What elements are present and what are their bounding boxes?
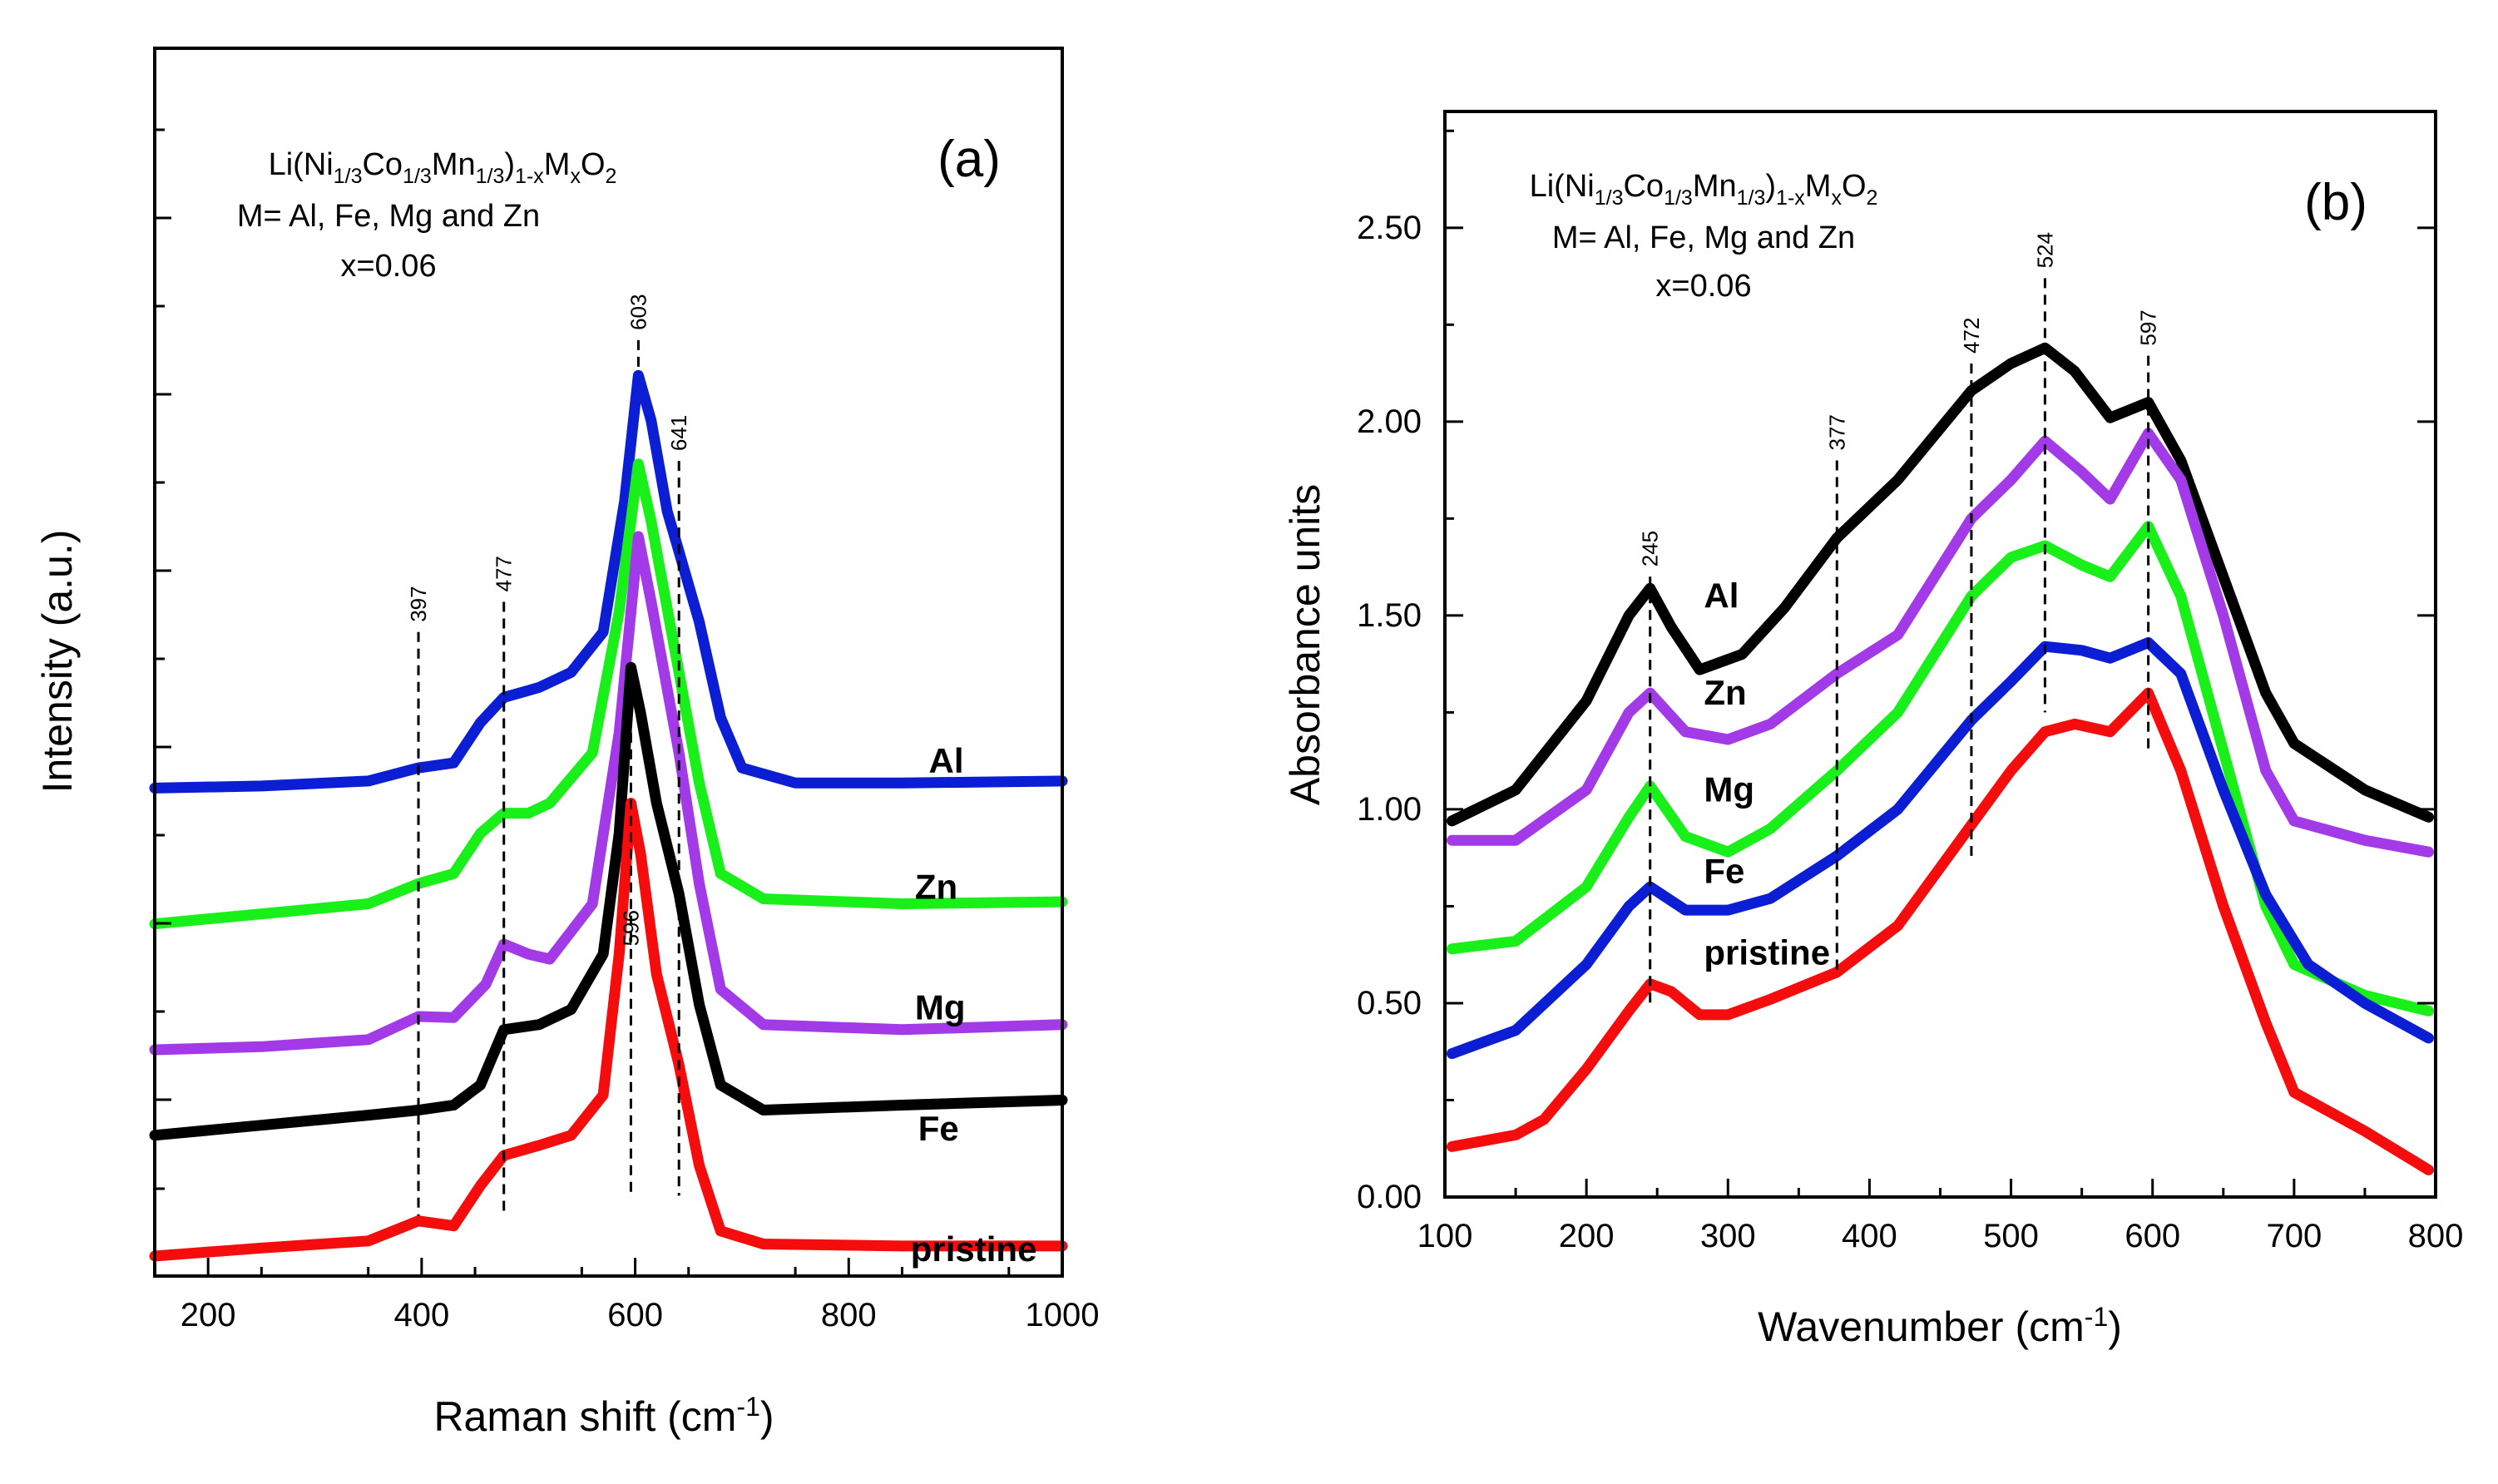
panel-b-y-tick-label-1: 0.50 — [1357, 985, 1422, 1021]
panel-b-x-tick-label-300: 300 — [1700, 1218, 1756, 1254]
panel-a-x-tick-label-600: 600 — [607, 1297, 663, 1333]
panel-b-series-label-fe: Fe — [1704, 851, 1744, 890]
panel-b-series-fe — [1447, 637, 2434, 1060]
panel-b-peak-label-377: 377 — [1824, 414, 1849, 450]
panel-a-peak-label-596: 596 — [618, 910, 643, 946]
panel-b-series-al — [1447, 342, 2434, 827]
panel-b-label: (b) — [2304, 174, 2367, 231]
panel-b-x-tick-label-400: 400 — [1842, 1218, 1897, 1254]
panel-b-x-tick-label-600: 600 — [2125, 1218, 2180, 1254]
panel-a-peak-label-477: 477 — [492, 556, 517, 591]
panel-a-y-axis-label: Intensity (a.u.) — [34, 530, 81, 794]
panel-b-y-axis-label: Absorbance units — [1282, 484, 1328, 805]
panel-b-peak-label-524: 524 — [2032, 232, 2057, 268]
panel-b-series-label-al: Al — [1704, 576, 1739, 616]
panel-b-formula-line3: x=0.06 — [1655, 269, 1751, 304]
panel-b-formula: Li(Ni1/3Co1/3Mn1/3)1-xMxO2 — [1530, 169, 1878, 210]
panel-b-series-pristine — [1447, 687, 2434, 1175]
panel-b-curves — [1447, 342, 2434, 1175]
panel-b-y-tick-label-4: 2.00 — [1357, 403, 1422, 440]
panel-a-series-label-fe: Fe — [918, 1109, 959, 1148]
panel-b-x-axis: 100 200 300 400 500 600 700 800 — [1417, 1179, 2464, 1254]
panel-a-x-tick-label-200: 200 — [181, 1297, 236, 1333]
panel-a-series-labels: Al Zn Mg Fe pristine — [911, 741, 1037, 1269]
panel-b-peak-label-597: 597 — [2136, 309, 2161, 345]
panel-a-x-tick-label-800: 800 — [821, 1297, 877, 1333]
panel-a-plot-frame — [153, 47, 1064, 1278]
panel-a-series-label-pristine: pristine — [911, 1229, 1037, 1269]
panel-a-x-axis: 200 400 600 800 1000 — [153, 1258, 1100, 1333]
panel-a-series-label-al: Al — [929, 741, 964, 780]
panel-b-series-labels: Al Zn Mg Fe pristine — [1704, 576, 1830, 972]
panel-a-raman: 397 477 596 603 641 200 400 600 800 1000 Al Zn Mg F… — [34, 47, 1100, 1440]
panel-a-series-label-zn: Zn — [915, 867, 957, 906]
panel-a-peak-markers: 397 477 596 603 641 — [406, 294, 691, 1216]
panel-a-x-tick-label-1000: 1000 — [1026, 1297, 1100, 1333]
panel-a-peak-label-641: 641 — [666, 415, 691, 451]
panel-b-x-tick-label-800: 800 — [2408, 1218, 2464, 1254]
panel-a-peak-label-603: 603 — [626, 294, 650, 330]
panel-b-y-tick-label-5: 2.50 — [1357, 210, 1422, 246]
panel-b-peak-label-472: 472 — [1959, 318, 1984, 354]
panel-a-series-pristine — [149, 798, 1068, 1262]
panel-b-y-tick-label-0: 0.00 — [1357, 1179, 1422, 1215]
panel-a-series-fe — [149, 661, 1068, 1141]
panel-a-series-label-mg: Mg — [915, 988, 966, 1027]
panel-b-ftir: 245 377 472 524 597 100 200 300 400 500 600 700 800… — [1282, 110, 2464, 1350]
panel-b-series-label-mg: Mg — [1704, 770, 1754, 809]
panel-b-x-tick-label-500: 500 — [1983, 1218, 2039, 1254]
panel-b-x-axis-label: Wavenumber (cm-1) — [1758, 1302, 2122, 1350]
panel-a-label: (a) — [937, 131, 1001, 188]
panel-a-x-tick-label-400: 400 — [394, 1297, 450, 1333]
panel-b-x-tick-label-200: 200 — [1559, 1218, 1615, 1254]
panel-b-y-tick-label-3: 1.50 — [1357, 597, 1422, 634]
panel-b-x-tick-label-100: 100 — [1417, 1218, 1473, 1254]
panel-a-x-axis-label: Raman shift (cm-1) — [433, 1392, 774, 1440]
panel-a-formula: Li(Ni1/3Co1/3Mn1/3)1-xMxO2 — [269, 147, 617, 188]
panel-a-formula-line3: x=0.06 — [340, 249, 436, 284]
panel-b-peak-label-245: 245 — [1638, 531, 1663, 566]
panel-a-peak-label-397: 397 — [406, 586, 431, 621]
panel-a-y-axis — [155, 128, 171, 1278]
panel-b-x-tick-label-700: 700 — [2266, 1218, 2322, 1254]
panel-b-series-label-pristine: pristine — [1704, 932, 1830, 972]
panel-a-formula-line2: M= Al, Fe, Mg and Zn — [237, 199, 540, 234]
panel-b-series-label-zn: Zn — [1704, 673, 1746, 712]
panel-b-y-tick-label-2: 1.00 — [1357, 791, 1422, 828]
panel-a-series-al — [149, 369, 1068, 794]
panel-b-series-zn — [1447, 428, 2434, 858]
panel-b-formula-line2: M= Al, Fe, Mg and Zn — [1552, 220, 1855, 255]
panel-b-peak-markers: 245 377 472 524 597 — [1638, 232, 2161, 1003]
panel-b-y-axis: 0.00 0.50 1.00 1.50 2.00 2.50 — [1357, 129, 2436, 1215]
